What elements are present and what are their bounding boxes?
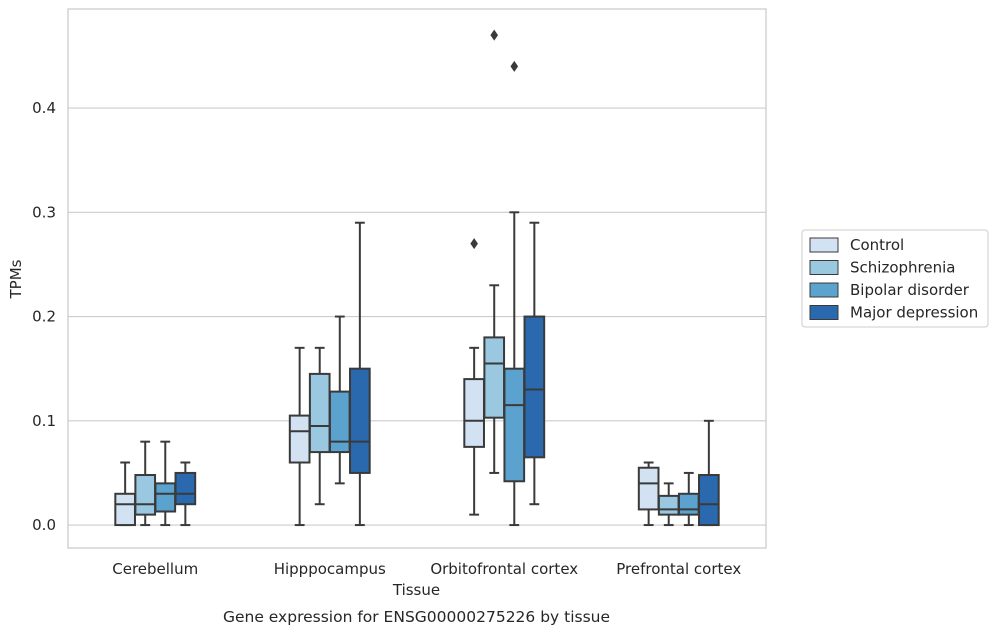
box-iqr [463, 378, 485, 448]
legend-label: Major depression [850, 304, 978, 322]
x-tick-label: Prefrontal cortex [616, 560, 741, 578]
box-iqr [637, 466, 660, 511]
box-plot [154, 440, 177, 527]
box-iqr [698, 474, 720, 527]
box-iqr [288, 414, 311, 464]
box-iqr [174, 471, 197, 506]
box-plot [308, 346, 331, 506]
legend-swatch [809, 282, 839, 298]
box-plot [328, 315, 351, 485]
box-plot [503, 60, 526, 527]
legend-label: Control [850, 236, 904, 254]
box-iqr [328, 390, 351, 454]
chart-caption: Gene expression for ENSG00000275226 by t… [223, 608, 610, 626]
box-groups [114, 29, 720, 527]
outlier-point [490, 29, 499, 41]
box-plot [523, 221, 546, 506]
legend-swatch [809, 237, 839, 253]
box-iqr [154, 482, 177, 513]
y-tick-labels: 0.0 0.1 0.2 0.3 0.4 [32, 99, 56, 534]
legend-frame [801, 229, 989, 328]
x-tick-label: Cerebellum [112, 560, 198, 578]
y-tick-label: 0.2 [32, 308, 56, 326]
category-group [288, 221, 371, 527]
legend-label: Bipolar disorder [850, 281, 970, 299]
box-iqr [114, 492, 136, 527]
y-tick-label: 0.1 [32, 412, 56, 430]
box-plot [174, 461, 197, 527]
box-iqr [503, 367, 526, 483]
outlier-point [470, 238, 478, 250]
box-iqr [523, 315, 546, 459]
box-iqr [308, 372, 331, 454]
category-group [463, 29, 546, 527]
box-plot [463, 238, 485, 516]
box-iqr [657, 494, 680, 516]
x-axis-label: Tissue [392, 581, 440, 599]
x-tick-label: Orbitofrontal cortex [430, 560, 578, 578]
legend-swatch [809, 260, 839, 275]
box-plot [114, 461, 136, 527]
box-iqr [349, 367, 371, 474]
box-plot [677, 471, 700, 527]
box-iqr [134, 474, 157, 516]
box-iqr [483, 336, 506, 419]
legend: Control Schizophrenia Bipolar disorder Majo… [801, 229, 989, 328]
y-axis-label: TPMs [7, 259, 25, 299]
plot-frame [67, 8, 767, 549]
legend-label: Schizophrenia [850, 259, 955, 277]
box-plot [483, 29, 506, 474]
box-plot [657, 482, 680, 527]
box-plot [698, 419, 720, 527]
x-tick-labels: Cerebellum Hipppocampus Orbitofrontal cort… [112, 560, 741, 578]
box-plot [134, 440, 157, 527]
x-tick-label: Hipppocampus [274, 560, 386, 578]
y-tick-label: 0.0 [32, 516, 56, 534]
box-iqr [677, 492, 700, 516]
y-tick-label: 0.3 [32, 203, 56, 221]
y-tick-label: 0.4 [32, 99, 56, 117]
category-group [114, 440, 197, 527]
category-group [637, 419, 720, 527]
box-plot [637, 461, 660, 527]
gridlines [68, 107, 766, 526]
box-plot [349, 221, 371, 527]
legend-swatch [809, 305, 839, 320]
box-plot [288, 346, 311, 527]
outlier-point [510, 60, 519, 72]
